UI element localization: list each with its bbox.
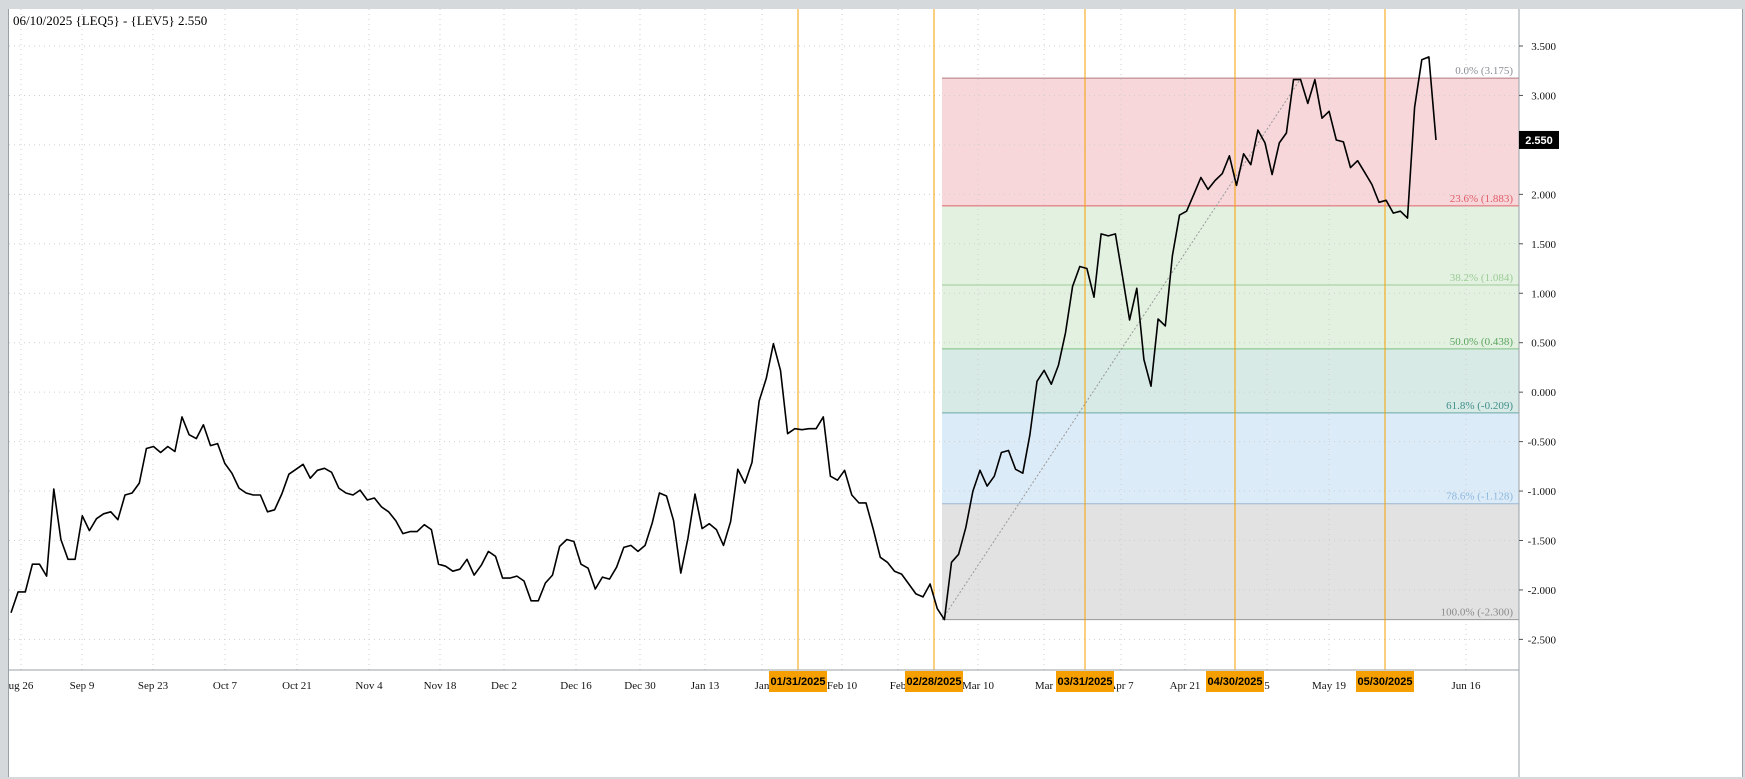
x-tick-label: Nov 18 [424, 680, 457, 692]
x-tick-label: Feb 10 [827, 680, 858, 692]
x-tick-label: Jan 13 [691, 680, 720, 692]
x-axis: ug 26 Sep 9 Sep 23 Oct 7 Oct 21 Nov 4 Nov 18 De… [9, 669, 1519, 692]
y-tick-label: 0.000 [1531, 387, 1556, 399]
fib-level-label: 100.0% (-2.300) [1441, 607, 1514, 619]
date-marker-badge [1206, 671, 1264, 692]
date-marker-label: 01/31/2025 [770, 676, 825, 688]
fib-zone [942, 412, 1519, 504]
fib-level-label: 61.8% (-0.209) [1446, 400, 1513, 412]
x-tick-label: Jun 16 [1451, 680, 1481, 692]
date-marker-badge [905, 671, 963, 692]
x-tick-label: Mar 10 [962, 680, 995, 692]
grid [9, 9, 1519, 670]
x-tick-label: Dec 16 [560, 680, 592, 692]
x-tick-label: Apr 7 [1108, 680, 1134, 692]
x-tick-label: ug 26 [9, 680, 34, 692]
y-tick-label: -1.000 [1528, 486, 1557, 498]
fib-level-label: 78.6% (-1.128) [1446, 491, 1513, 503]
y-tick-label: 3.500 [1531, 41, 1556, 53]
date-marker-badge [1056, 671, 1114, 692]
fib-level-label: 50.0% (0.438) [1450, 336, 1514, 348]
date-marker-label: 04/30/2025 [1207, 676, 1262, 688]
spread-chart: 0.0% (3.175)23.6% (1.883)38.2% (1.084)50… [9, 9, 1559, 777]
x-tick-label: Nov 4 [355, 680, 383, 692]
fib-trendline [941, 77, 1302, 620]
last-value-text: 2.550 [1525, 135, 1553, 147]
price-series [10, 56, 1437, 621]
fib-zone [942, 348, 1519, 413]
fib-level-label: 23.6% (1.883) [1450, 193, 1514, 205]
spread-line [10, 56, 1437, 621]
fibonacci-labels: 0.0% (3.175) 23.6% (1.883) 38.2% (1.084) 50… [1441, 65, 1514, 618]
x-tick-label: Sep 23 [138, 680, 169, 692]
y-tick-label: 1.500 [1531, 239, 1556, 251]
fib-zone [942, 205, 1519, 285]
fib-level-label: 0.0% (3.175) [1455, 65, 1513, 77]
x-tick-label: Oct 7 [213, 680, 238, 692]
fib-zone [942, 503, 1519, 620]
date-marker-badge [1356, 671, 1414, 692]
x-tick-label: Oct 21 [282, 680, 312, 692]
date-marker-label: 03/31/2025 [1057, 676, 1112, 688]
date-marker-label: 05/30/2025 [1357, 676, 1412, 688]
fib-zone [942, 284, 1519, 349]
y-tick-label: -2.000 [1528, 585, 1557, 597]
chart-header: 06/10/2025 {LEQ5} - {LEV5} 2.550 [13, 13, 207, 28]
x-tick-label: Feb [890, 680, 907, 692]
y-tick-label: 3.000 [1531, 90, 1556, 102]
date-marker-badge [769, 671, 827, 692]
y-tick-label: 2.000 [1531, 189, 1556, 201]
x-tick-label: May 19 [1312, 680, 1346, 692]
date-marker-label: 02/28/2025 [906, 676, 961, 688]
x-tick-label: Mar [1035, 680, 1054, 692]
chart-frame: 0.0% (3.175) 23.6% (1.883) 38.2% (1.084) 50… [8, 9, 1743, 777]
y-tick-label: -1.500 [1528, 536, 1557, 548]
y-tick-label: -0.500 [1528, 437, 1557, 449]
fib-trendline [941, 77, 1302, 620]
y-axis: 3.5003.0002.5002.0001.5001.0000.5000.000… [1518, 9, 1557, 777]
y-tick-label: -2.500 [1528, 634, 1557, 646]
x-tick-label: Jan [755, 680, 770, 692]
last-value-badge: 2.550 [1519, 130, 1559, 149]
x-tick-label: Sep 9 [70, 680, 95, 692]
date-marker-lines [797, 9, 1386, 670]
fib-level-label: 38.2% (1.084) [1450, 272, 1514, 284]
fibonacci-lines [942, 77, 1519, 621]
date-marker-badges: 01/31/2025 02/28/2025 03/31/2025 04/30/2025… [769, 671, 1414, 692]
y-tick-label: 1.000 [1531, 288, 1556, 300]
x-tick-label: Apr 21 [1170, 680, 1201, 692]
fibonacci-zones [942, 78, 1519, 620]
x-tick-label: 5 [1264, 680, 1270, 692]
x-tick-label: Dec 2 [491, 680, 517, 692]
y-tick-label: 0.500 [1531, 338, 1556, 350]
x-tick-label: Dec 30 [624, 680, 656, 692]
